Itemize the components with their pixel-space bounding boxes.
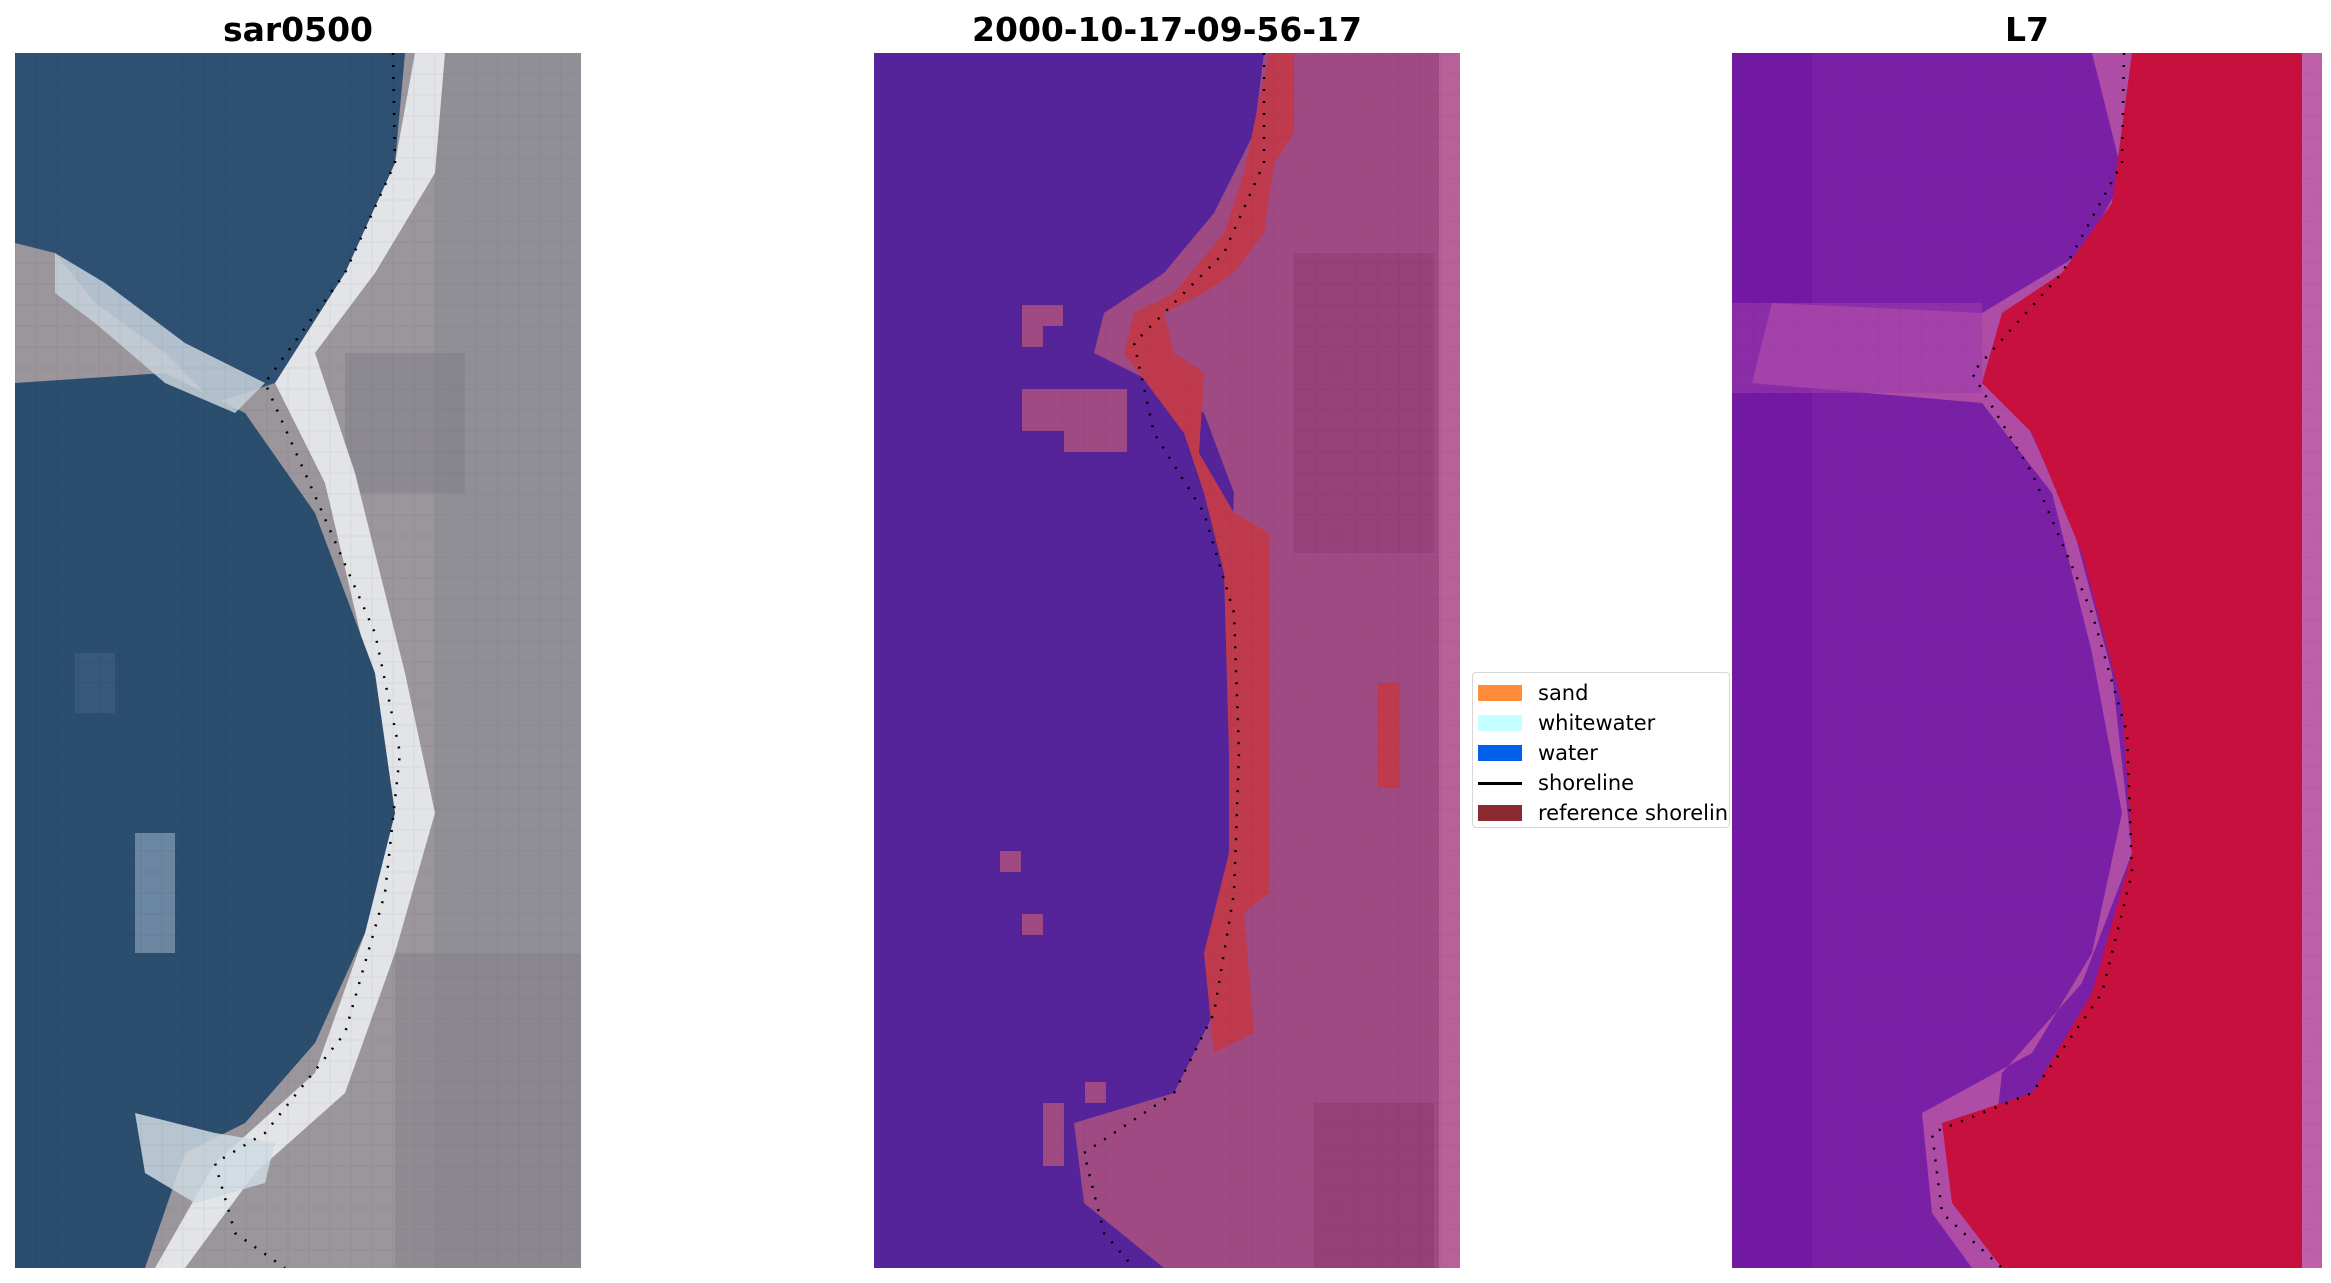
legend-item-shoreline: shoreline: [1478, 771, 1634, 795]
classification-panel: [874, 53, 1460, 1268]
panel-title-classification: 2000-10-17-09-56-17: [972, 10, 1362, 49]
sand-swatch: [1478, 685, 1522, 701]
legend: sand whitewater water shoreline referenc…: [1472, 672, 1730, 828]
water-swatch: [1478, 745, 1522, 761]
classified-shoreline: [1082, 53, 1266, 1268]
legend-item-reference-shoreline: reference shoreline: [1478, 801, 1730, 825]
legend-item-whitewater: whitewater: [1478, 711, 1655, 735]
legend-label: reference shoreline: [1538, 801, 1730, 825]
mndwi-image: [1732, 53, 2322, 1268]
rgb-image: [15, 53, 581, 1268]
legend-label: shoreline: [1538, 771, 1635, 795]
legend-item-sand: sand: [1478, 681, 1588, 705]
whitewater-swatch: [1478, 715, 1522, 731]
legend-label: whitewater: [1538, 711, 1656, 735]
legend-item-water: water: [1478, 741, 1598, 765]
panel-title-rgb: sar0500: [222, 10, 374, 49]
classification-image: [874, 53, 1460, 1268]
legend-label: sand: [1538, 681, 1589, 705]
panel-title-mndwi: L7: [2005, 10, 2049, 49]
mndwi-panel: [1732, 53, 2322, 1268]
legend-label: water: [1538, 741, 1598, 765]
reference-shoreline-swatch: [1478, 805, 1522, 821]
rgb-image-panel: [15, 53, 581, 1268]
shoreline-line-swatch: [1478, 781, 1522, 785]
